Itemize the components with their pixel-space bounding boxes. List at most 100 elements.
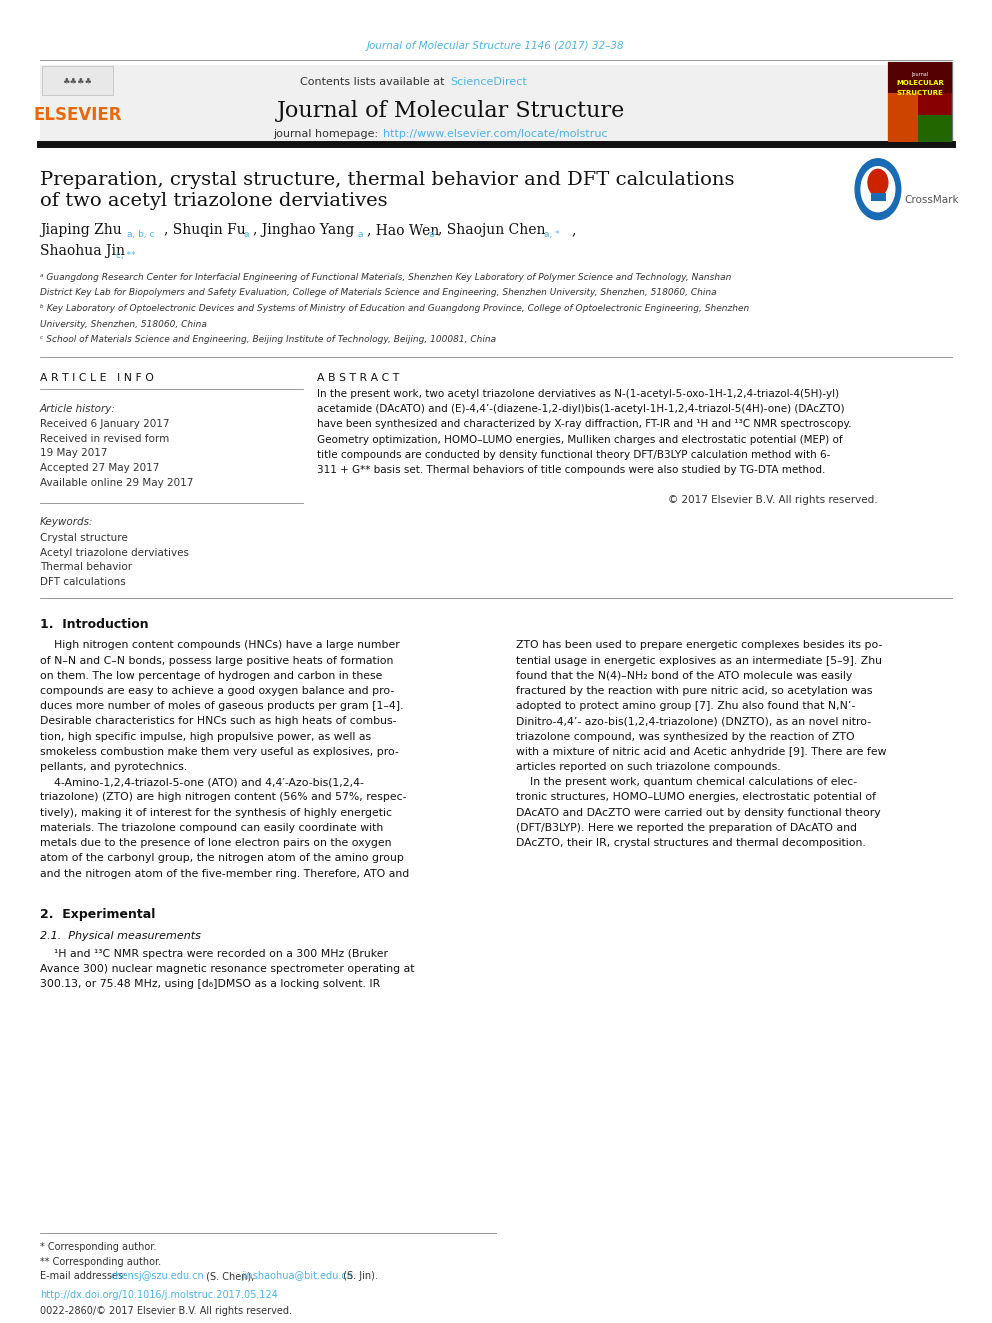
- Text: 311 + G** basis set. Thermal behaviors of title compounds were also studied by T: 311 + G** basis set. Thermal behaviors o…: [317, 466, 825, 475]
- Text: , Jinghao Yang: , Jinghao Yang: [253, 224, 354, 237]
- Text: © 2017 Elsevier B.V. All rights reserved.: © 2017 Elsevier B.V. All rights reserved…: [669, 496, 878, 505]
- Text: c, **: c, **: [116, 251, 136, 261]
- Text: on them. The low percentage of hydrogen and carbon in these: on them. The low percentage of hydrogen …: [40, 671, 382, 681]
- Text: 4-Amino-1,2,4-triazol-5-one (ATO) and 4,4′-Azo-bis(1,2,4-: 4-Amino-1,2,4-triazol-5-one (ATO) and 4,…: [40, 777, 363, 787]
- Text: ** Corresponding author.: ** Corresponding author.: [40, 1257, 161, 1267]
- Text: compounds are easy to achieve a good oxygen balance and pro-: compounds are easy to achieve a good oxy…: [40, 685, 394, 696]
- Text: title compounds are conducted by density functional theory DFT/B3LYP calculation: title compounds are conducted by density…: [317, 450, 831, 460]
- Text: (DFT/B3LYP). Here we reported the preparation of DAcATO and: (DFT/B3LYP). Here we reported the prepar…: [516, 823, 857, 833]
- Text: Jiaping Zhu: Jiaping Zhu: [40, 224, 121, 237]
- Text: 300.13, or 75.48 MHz, using [d₆]DMSO as a locking solvent. IR: 300.13, or 75.48 MHz, using [d₆]DMSO as …: [40, 979, 380, 990]
- Text: CrossMark: CrossMark: [905, 194, 959, 205]
- FancyBboxPatch shape: [888, 62, 952, 93]
- Text: acetamide (DAcATO) and (E)-4,4’-(diazene-1,2-diyl)bis(1-acetyl-1H-1,2,4-triazol-: acetamide (DAcATO) and (E)-4,4’-(diazene…: [317, 405, 845, 414]
- Text: journal homepage:: journal homepage:: [273, 128, 382, 139]
- Text: triazolone) (ZTO) are high nitrogen content (56% and 57%, respec-: triazolone) (ZTO) are high nitrogen cont…: [40, 792, 406, 803]
- FancyBboxPatch shape: [871, 193, 886, 201]
- Text: * Corresponding author.: * Corresponding author.: [40, 1242, 156, 1253]
- Text: atom of the carbonyl group, the nitrogen atom of the amino group: atom of the carbonyl group, the nitrogen…: [40, 853, 404, 864]
- FancyBboxPatch shape: [888, 62, 952, 142]
- Text: http://www.elsevier.com/locate/molstruc: http://www.elsevier.com/locate/molstruc: [383, 128, 607, 139]
- Circle shape: [861, 167, 895, 212]
- Text: In the present work, two acetyl triazolone derviatives as N-(1-acetyl-5-oxo-1H-1: In the present work, two acetyl triazolo…: [317, 389, 839, 400]
- Text: Preparation, crystal structure, thermal behavior and DFT calculations: Preparation, crystal structure, thermal …: [40, 171, 734, 189]
- Text: 2.  Experimental: 2. Experimental: [40, 908, 155, 921]
- Text: a: a: [429, 230, 434, 239]
- Text: tively), making it of interest for the synthesis of highly energetic: tively), making it of interest for the s…: [40, 807, 392, 818]
- Text: ᵃ Guangdong Research Center for Interfacial Engineering of Functional Materials,: ᵃ Guangdong Research Center for Interfac…: [40, 273, 731, 282]
- Text: tion, high specific impulse, high propulsive power, as well as: tion, high specific impulse, high propul…: [40, 732, 371, 742]
- Text: 1.  Introduction: 1. Introduction: [40, 618, 149, 631]
- Text: ZTO has been used to prepare energetic complexes besides its po-: ZTO has been used to prepare energetic c…: [516, 640, 882, 651]
- Text: Contents lists available at: Contents lists available at: [301, 77, 448, 87]
- Text: triazolone compound, was synthesized by the reaction of ZTO: triazolone compound, was synthesized by …: [516, 732, 854, 742]
- FancyBboxPatch shape: [40, 65, 888, 142]
- Text: DFT calculations: DFT calculations: [40, 577, 125, 587]
- Circle shape: [868, 169, 888, 196]
- Text: tronic structures, HOMO–LUMO energies, electrostatic potential of: tronic structures, HOMO–LUMO energies, e…: [516, 792, 876, 803]
- FancyBboxPatch shape: [888, 93, 918, 142]
- Text: smokeless combustion make them very useful as explosives, pro-: smokeless combustion make them very usef…: [40, 746, 399, 757]
- Text: adopted to protect amino group [7]. Zhu also found that N,N’-: adopted to protect amino group [7]. Zhu …: [516, 701, 855, 712]
- Text: fractured by the reaction with pure nitric acid, so acetylation was: fractured by the reaction with pure nitr…: [516, 685, 872, 696]
- Text: with a mixture of nitric acid and Acetic anhydride [9]. There are few: with a mixture of nitric acid and Acetic…: [516, 746, 886, 757]
- Text: http://dx.doi.org/10.1016/j.molstruc.2017.05.124: http://dx.doi.org/10.1016/j.molstruc.201…: [40, 1290, 278, 1301]
- Text: Geometry optimization, HOMO–LUMO energies, Mulliken charges and electrostatic po: Geometry optimization, HOMO–LUMO energie…: [317, 434, 843, 445]
- Text: (S. Chen),: (S. Chen),: [203, 1271, 258, 1282]
- Text: metals due to the presence of lone electron pairs on the oxygen: metals due to the presence of lone elect…: [40, 839, 391, 848]
- Text: Received in revised form: Received in revised form: [40, 434, 169, 445]
- Text: Dinitro-4,4’- azo-bis(1,2,4-triazolone) (DNZTO), as an novel nitro-: Dinitro-4,4’- azo-bis(1,2,4-triazolone) …: [516, 717, 871, 726]
- Text: Thermal behavior: Thermal behavior: [40, 562, 132, 573]
- Text: A B S T R A C T: A B S T R A C T: [317, 373, 400, 384]
- Text: A R T I C L E   I N F O: A R T I C L E I N F O: [40, 373, 154, 384]
- Text: of N–N and C–N bonds, possess large positive heats of formation: of N–N and C–N bonds, possess large posi…: [40, 655, 393, 665]
- Text: a, *: a, *: [544, 230, 559, 239]
- Text: ScienceDirect: ScienceDirect: [450, 77, 527, 87]
- Text: Shaohua Jin: Shaohua Jin: [40, 245, 125, 258]
- Text: of two acetyl triazolone derviatives: of two acetyl triazolone derviatives: [40, 192, 387, 210]
- Text: a: a: [357, 230, 363, 239]
- Text: and the nitrogen atom of the five-member ring. Therefore, ATO and: and the nitrogen atom of the five-member…: [40, 868, 409, 878]
- Text: , Shaojun Chen: , Shaojun Chen: [438, 224, 546, 237]
- Text: Crystal structure: Crystal structure: [40, 533, 127, 544]
- Text: chensj@szu.edu.cn: chensj@szu.edu.cn: [110, 1271, 204, 1282]
- Text: University, Shenzhen, 518060, China: University, Shenzhen, 518060, China: [40, 320, 206, 329]
- FancyBboxPatch shape: [918, 115, 952, 142]
- Text: STRUCTURE: STRUCTURE: [897, 90, 943, 95]
- Text: Journal: Journal: [912, 71, 929, 77]
- Text: Keywords:: Keywords:: [40, 517, 93, 528]
- Text: Received 6 January 2017: Received 6 January 2017: [40, 419, 170, 430]
- Text: Journal of Molecular Structure: Journal of Molecular Structure: [277, 101, 626, 122]
- Text: E-mail addresses:: E-mail addresses:: [40, 1271, 129, 1282]
- Text: Accepted 27 May 2017: Accepted 27 May 2017: [40, 463, 159, 474]
- Text: ,: ,: [571, 224, 575, 237]
- Text: materials. The triazolone compound can easily coordinate with: materials. The triazolone compound can e…: [40, 823, 383, 833]
- Text: articles reported on such triazolone compounds.: articles reported on such triazolone com…: [516, 762, 781, 773]
- Text: ᶜ School of Materials Science and Engineering, Beijing Institute of Technology, : ᶜ School of Materials Science and Engine…: [40, 335, 496, 344]
- Text: Desirable characteristics for HNCs such as high heats of combus-: Desirable characteristics for HNCs such …: [40, 717, 396, 726]
- Text: 2.1.  Physical measurements: 2.1. Physical measurements: [40, 931, 200, 942]
- Text: duces more number of moles of gaseous products per gram [1–4].: duces more number of moles of gaseous pr…: [40, 701, 403, 712]
- FancyBboxPatch shape: [42, 66, 113, 95]
- Text: tential usage in energetic explosives as an intermediate [5–9]. Zhu: tential usage in energetic explosives as…: [516, 655, 882, 665]
- Text: Acetyl triazolone derviatives: Acetyl triazolone derviatives: [40, 548, 188, 558]
- Text: Journal of Molecular Structure 1146 (2017) 32–38: Journal of Molecular Structure 1146 (201…: [367, 41, 625, 52]
- Text: , Shuqin Fu: , Shuqin Fu: [164, 224, 245, 237]
- Text: 0022-2860/© 2017 Elsevier B.V. All rights reserved.: 0022-2860/© 2017 Elsevier B.V. All right…: [40, 1306, 292, 1316]
- Text: Avance 300) nuclear magnetic resonance spectrometer operating at: Avance 300) nuclear magnetic resonance s…: [40, 963, 415, 974]
- Text: have been synthesized and characterized by X-ray diffraction, FT-IR and ¹H and ¹: have been synthesized and characterized …: [317, 419, 852, 430]
- Text: DAcATO and DAcZTO were carried out by density functional theory: DAcATO and DAcZTO were carried out by de…: [516, 807, 881, 818]
- Text: (S. Jin).: (S. Jin).: [340, 1271, 378, 1282]
- Text: District Key Lab for Biopolymers and Safety Evaluation, College of Materials Sci: District Key Lab for Biopolymers and Saf…: [40, 288, 716, 298]
- Text: In the present work, quantum chemical calculations of elec-: In the present work, quantum chemical ca…: [516, 777, 857, 787]
- Text: , Hao Wen: , Hao Wen: [367, 224, 439, 237]
- Text: ELSEVIER: ELSEVIER: [33, 106, 122, 124]
- Text: ᵇ Key Laboratory of Optoelectronic Devices and Systems of Ministry of Education : ᵇ Key Laboratory of Optoelectronic Devic…: [40, 304, 749, 314]
- Text: ¹H and ¹³C NMR spectra were recorded on a 300 MHz (Bruker: ¹H and ¹³C NMR spectra were recorded on …: [40, 949, 388, 959]
- Text: a: a: [243, 230, 249, 239]
- Text: pellants, and pyrotechnics.: pellants, and pyrotechnics.: [40, 762, 186, 773]
- Text: ♣♣♣♣: ♣♣♣♣: [62, 77, 92, 85]
- Text: High nitrogen content compounds (HNCs) have a large number: High nitrogen content compounds (HNCs) h…: [40, 640, 400, 651]
- Circle shape: [855, 159, 901, 220]
- Text: Article history:: Article history:: [40, 404, 115, 414]
